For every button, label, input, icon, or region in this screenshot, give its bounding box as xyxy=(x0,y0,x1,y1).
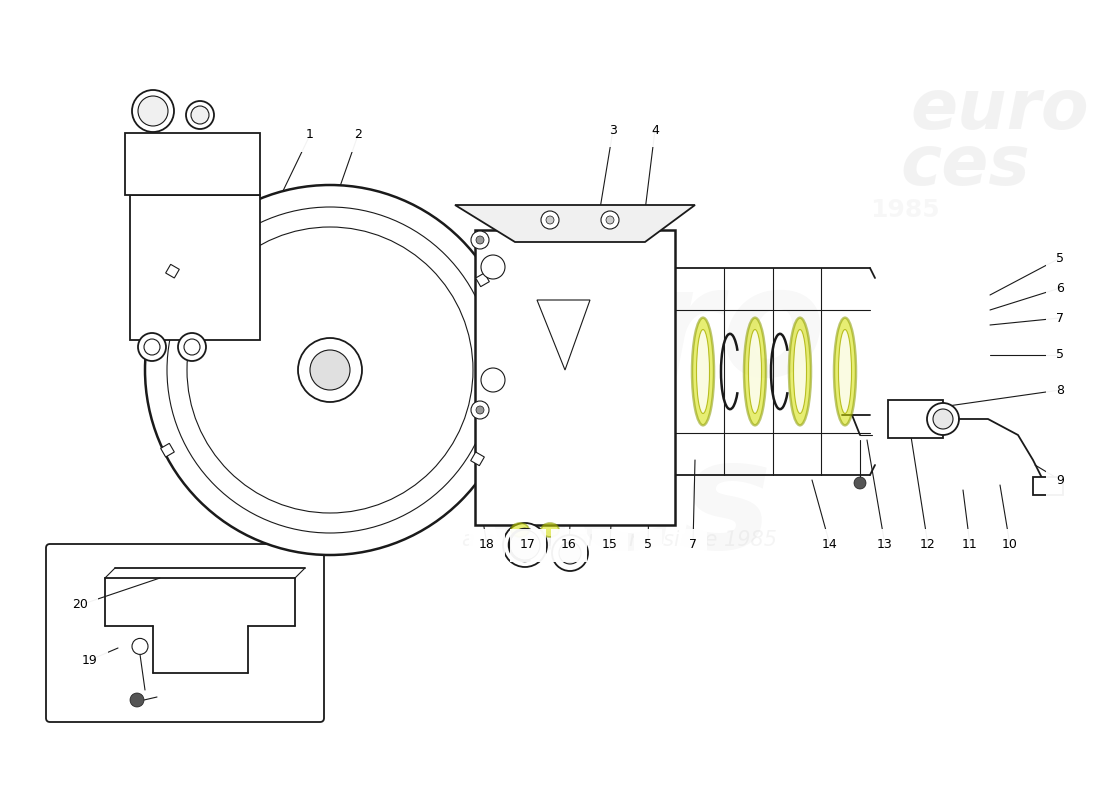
Text: a passion for parts since 1985: a passion for parts since 1985 xyxy=(462,530,778,550)
Text: 20: 20 xyxy=(73,598,88,611)
Circle shape xyxy=(601,211,619,229)
Circle shape xyxy=(476,406,484,414)
Circle shape xyxy=(510,530,540,560)
Ellipse shape xyxy=(541,523,559,537)
Circle shape xyxy=(471,231,490,249)
Text: 18: 18 xyxy=(480,538,495,551)
Bar xyxy=(130,195,260,340)
Polygon shape xyxy=(455,205,695,242)
Ellipse shape xyxy=(744,318,766,426)
Text: 17: 17 xyxy=(520,538,536,551)
Text: 7: 7 xyxy=(1056,311,1064,325)
Ellipse shape xyxy=(789,318,811,426)
Text: ces: ces xyxy=(900,131,1030,198)
Bar xyxy=(475,273,490,286)
Text: 19: 19 xyxy=(82,654,98,666)
Text: 2: 2 xyxy=(354,129,362,142)
Circle shape xyxy=(559,542,581,564)
Circle shape xyxy=(541,211,559,229)
Ellipse shape xyxy=(838,330,851,414)
Ellipse shape xyxy=(696,330,710,414)
Text: 10: 10 xyxy=(1002,538,1018,551)
Circle shape xyxy=(927,403,959,435)
Circle shape xyxy=(178,333,206,361)
Ellipse shape xyxy=(512,523,529,537)
Text: euro: euro xyxy=(910,77,1089,143)
Ellipse shape xyxy=(748,330,761,414)
Text: 12: 12 xyxy=(920,538,936,551)
Circle shape xyxy=(933,409,953,429)
Text: 13: 13 xyxy=(877,538,893,551)
Text: 11: 11 xyxy=(962,538,978,551)
Circle shape xyxy=(167,207,493,533)
Ellipse shape xyxy=(692,318,714,426)
Bar xyxy=(471,452,484,466)
Text: 16: 16 xyxy=(561,538,576,551)
Circle shape xyxy=(481,255,505,279)
Circle shape xyxy=(184,339,200,355)
Text: 14: 14 xyxy=(822,538,838,551)
Text: 5: 5 xyxy=(644,538,652,551)
Text: 4: 4 xyxy=(651,123,659,137)
FancyBboxPatch shape xyxy=(46,544,324,722)
Bar xyxy=(475,230,675,525)
Circle shape xyxy=(552,535,589,571)
Circle shape xyxy=(187,227,473,513)
Bar xyxy=(125,133,260,195)
Ellipse shape xyxy=(793,330,806,414)
Circle shape xyxy=(606,216,614,224)
Bar xyxy=(1033,477,1063,495)
Circle shape xyxy=(144,339,159,355)
Circle shape xyxy=(481,368,505,392)
Circle shape xyxy=(132,638,148,654)
Circle shape xyxy=(186,101,214,129)
Text: 8: 8 xyxy=(1056,383,1064,397)
Circle shape xyxy=(132,90,174,132)
Text: 1: 1 xyxy=(306,129,313,142)
Text: 1985: 1985 xyxy=(870,198,939,222)
Text: 5: 5 xyxy=(1056,349,1064,362)
Text: euro
ces: euro ces xyxy=(433,259,826,581)
Text: 9: 9 xyxy=(1056,474,1064,486)
Circle shape xyxy=(298,338,362,402)
Circle shape xyxy=(854,477,866,489)
Ellipse shape xyxy=(834,318,856,426)
Text: 3: 3 xyxy=(609,123,617,137)
Circle shape xyxy=(471,401,490,419)
Bar xyxy=(166,264,179,278)
Circle shape xyxy=(476,236,484,244)
Circle shape xyxy=(191,106,209,124)
Bar xyxy=(161,443,174,457)
Circle shape xyxy=(546,216,554,224)
Text: 15: 15 xyxy=(602,538,618,551)
Text: 6: 6 xyxy=(1056,282,1064,294)
Circle shape xyxy=(310,350,350,390)
Circle shape xyxy=(130,693,144,707)
Circle shape xyxy=(138,96,168,126)
Circle shape xyxy=(503,523,547,567)
Bar xyxy=(888,400,943,438)
Text: 7: 7 xyxy=(689,538,697,551)
Circle shape xyxy=(138,333,166,361)
Text: 5: 5 xyxy=(1056,251,1064,265)
Circle shape xyxy=(145,185,515,555)
